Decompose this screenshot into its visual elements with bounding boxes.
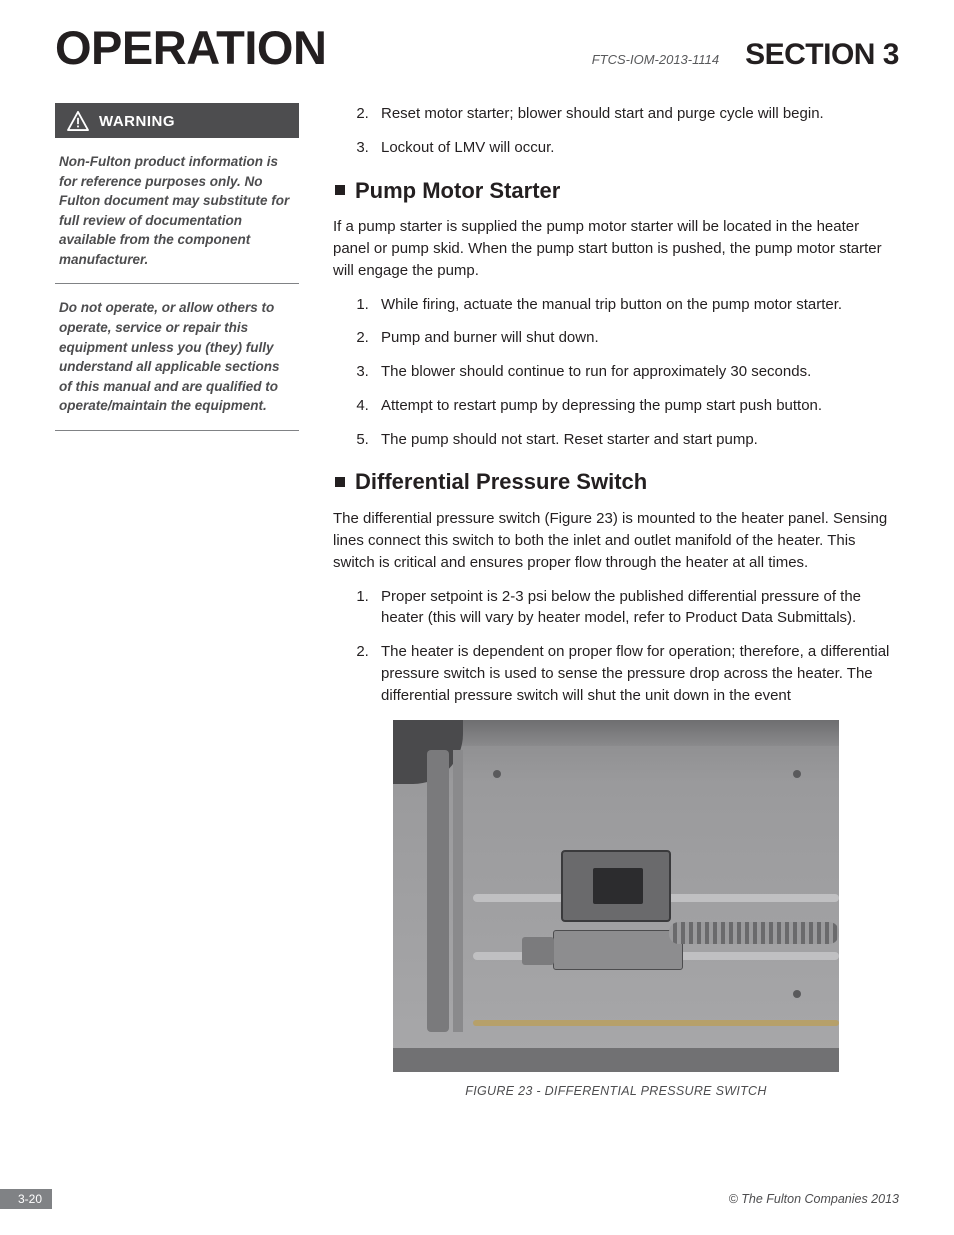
section-heading-pump: Pump Motor Starter xyxy=(333,175,899,207)
warning-label: WARNING xyxy=(99,113,175,130)
list-item: Pump and burner will shut down. xyxy=(373,327,899,349)
intro-list: Reset motor starter; blower should start… xyxy=(333,103,899,159)
sidebar: WARNING Non-Fulton product information i… xyxy=(55,103,299,1100)
document-id: FTCS-IOM-2013-1114 xyxy=(592,52,719,67)
page-number: 3-20 xyxy=(0,1189,52,1209)
warning-icon xyxy=(67,111,89,131)
warning-paragraph: Non-Fulton product information is for re… xyxy=(55,138,299,284)
body-text: If a pump starter is supplied the pump m… xyxy=(333,216,899,281)
list-item: Attempt to restart pump by depressing th… xyxy=(373,395,899,417)
section-number: SECTION 3 xyxy=(745,38,899,72)
page-header: OPERATION FTCS-IOM-2013-1114 SECTION 3 xyxy=(55,20,899,75)
pump-list: While firing, actuate the manual trip bu… xyxy=(333,294,899,451)
warning-header: WARNING xyxy=(55,103,299,138)
figure: FIGURE 23 - DIFFERENTIAL PRESSURE SWITCH xyxy=(333,720,899,1100)
page-title: OPERATION xyxy=(55,20,326,75)
list-item: Proper setpoint is 2-3 psi below the pub… xyxy=(373,586,899,630)
figure-caption: FIGURE 23 - DIFFERENTIAL PRESSURE SWITCH xyxy=(333,1082,899,1100)
page-footer: 3-20 © The Fulton Companies 2013 xyxy=(0,1189,954,1209)
list-item: Lockout of LMV will occur. xyxy=(373,137,899,159)
dps-list: Proper setpoint is 2-3 psi below the pub… xyxy=(333,586,899,707)
list-item: The heater is dependent on proper flow f… xyxy=(373,641,899,706)
main-content: Reset motor starter; blower should start… xyxy=(333,103,899,1100)
figure-image xyxy=(393,720,839,1072)
list-item: The blower should continue to run for ap… xyxy=(373,361,899,383)
list-item: The pump should not start. Reset starter… xyxy=(373,429,899,451)
list-item: Reset motor starter; blower should start… xyxy=(373,103,899,125)
list-item: While firing, actuate the manual trip bu… xyxy=(373,294,899,316)
copyright: © The Fulton Companies 2013 xyxy=(729,1192,899,1206)
section-heading-dps: Differential Pressure Switch xyxy=(333,466,899,498)
warning-paragraph: Do not operate, or allow others to opera… xyxy=(55,284,299,430)
body-text: The differential pressure switch (Figure… xyxy=(333,508,899,573)
